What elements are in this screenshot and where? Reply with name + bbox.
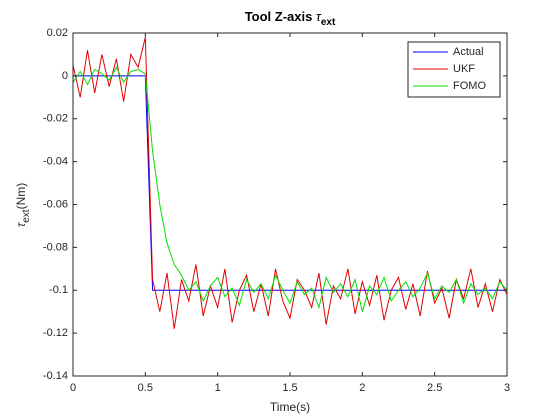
y-tick-label: -0.04: [43, 156, 68, 168]
title-symbol: τ: [316, 9, 322, 24]
y-tick-label: -0.14: [43, 370, 68, 382]
y-label-unit: (Nm): [14, 183, 28, 210]
title-text: Tool Z-axis: [245, 9, 313, 24]
y-tick-label: -0.1: [49, 284, 68, 296]
series-line: [72, 37, 508, 329]
x-tick-label: 0.5: [138, 382, 153, 394]
legend-label: UKF: [453, 63, 475, 75]
chart-title: Tool Z-axis τext: [245, 9, 336, 27]
y-tick-label: 0: [62, 70, 68, 82]
x-tick-label: 2.5: [427, 382, 442, 394]
y-tick-label: -0.08: [43, 241, 68, 253]
title-subscript: ext: [321, 17, 336, 28]
x-tick-label: 1: [215, 382, 221, 394]
series-line: [72, 66, 508, 312]
x-tick-label: 1.5: [282, 382, 297, 394]
y-tick-label: -0.12: [43, 327, 68, 339]
y-label-subscript: ext: [21, 209, 32, 223]
y-tick-label: -0.06: [43, 198, 68, 210]
legend-label: FOMO: [453, 80, 486, 92]
legend-label: Actual: [453, 46, 484, 58]
y-tick-label: -0.02: [43, 113, 68, 125]
y-label-symbol: τ: [14, 221, 28, 227]
marks: [72, 37, 508, 329]
x-tick-label: 0: [70, 382, 76, 394]
x-tick-label: 2: [359, 382, 365, 394]
x-axis-label: Time(s): [270, 400, 310, 414]
y-tick-label: 0.02: [47, 27, 68, 39]
y-axis-label: τext(Nm): [14, 183, 31, 228]
legend: Actual UKF FOMO: [407, 41, 501, 98]
x-tick-label: 3: [504, 382, 510, 394]
